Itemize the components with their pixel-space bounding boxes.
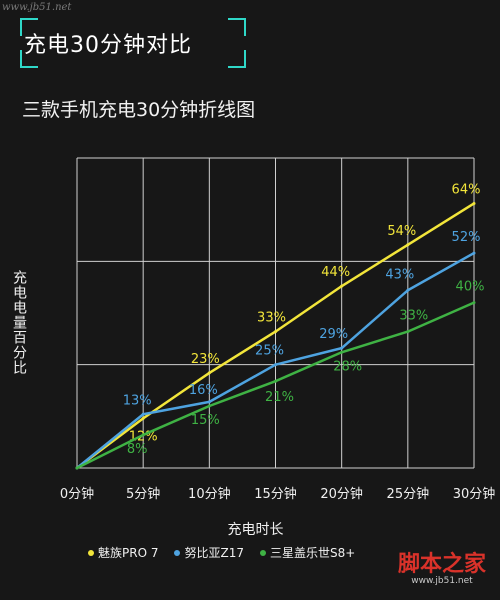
- x-tick-label: 25分钟: [387, 486, 430, 502]
- data-label: 33%: [399, 309, 428, 324]
- data-label: 33%: [257, 311, 286, 326]
- data-label: 43%: [385, 267, 414, 282]
- legend-label-samsung: 三星盖乐世S8+: [269, 546, 356, 560]
- y-axis-label: 充电电量百分比: [11, 270, 27, 375]
- x-tick-label: 0分钟: [60, 486, 94, 502]
- data-point: [406, 243, 410, 247]
- data-label: 15%: [191, 413, 220, 428]
- data-point: [340, 284, 344, 288]
- legend-marker-meizu: [88, 549, 94, 556]
- watermark-logo: 脚本之家 www.jb51.net: [398, 553, 486, 586]
- data-label: 16%: [189, 383, 218, 398]
- header-frame: [20, 18, 246, 68]
- chart-legend: 魅族PRO 7 努比亚Z17 三星盖乐世S8+: [88, 544, 355, 561]
- data-label: 23%: [191, 352, 220, 367]
- data-point: [274, 363, 277, 367]
- data-label: 40%: [456, 280, 485, 295]
- legend-marker-samsung: [259, 549, 266, 556]
- data-point: [207, 404, 211, 408]
- x-tick-label: 5分钟: [126, 486, 160, 502]
- data-point: [340, 350, 344, 354]
- data-point: [472, 251, 476, 255]
- chart-title: 三款手机充电30分钟折线图: [22, 99, 256, 121]
- data-label: 12%: [129, 429, 158, 444]
- data-label: 54%: [387, 224, 416, 239]
- watermark-logo-text: 脚本之家: [397, 551, 486, 577]
- data-label: 21%: [265, 390, 294, 405]
- frame-corner: [20, 50, 38, 68]
- legend-item-samsung: 三星盖乐世S8+: [259, 544, 356, 561]
- frame-corner: [228, 50, 246, 68]
- x-tick-label: 15分钟: [254, 486, 297, 502]
- x-tick-label: 10分钟: [188, 486, 231, 502]
- data-point: [141, 433, 145, 437]
- data-point: [75, 466, 79, 470]
- data-label: 13%: [123, 393, 152, 408]
- data-label: 25%: [255, 344, 284, 359]
- data-point: [472, 201, 476, 205]
- data-point: [406, 330, 410, 334]
- legend-item-nubia: 努比亚Z17: [174, 544, 244, 561]
- data-label: 44%: [321, 265, 350, 280]
- legend-label-nubia: 努比亚Z17: [184, 546, 244, 560]
- legend-marker-nubia: [174, 549, 181, 556]
- data-point: [340, 346, 344, 350]
- legend-item-meizu: 魅族PRO 7: [88, 544, 158, 561]
- data-point: [207, 371, 211, 375]
- watermark-site-text: www.jb51.net: [2, 2, 72, 13]
- frame-corner: [20, 18, 38, 36]
- data-point: [141, 412, 145, 416]
- x-axis-label: 充电时长: [228, 522, 284, 538]
- x-tick-label: 20分钟: [320, 486, 363, 502]
- data-point: [274, 330, 277, 334]
- data-point: [274, 379, 277, 383]
- page-title: 充电30分钟对比: [24, 33, 192, 58]
- watermark-logo-url: www.jb51.net: [411, 576, 473, 586]
- frame-corner: [228, 18, 246, 36]
- data-point: [141, 416, 145, 420]
- data-label: 52%: [452, 230, 481, 245]
- data-point: [472, 301, 476, 305]
- x-tick-label: 30分钟: [453, 486, 496, 502]
- data-label: 29%: [319, 327, 348, 342]
- data-label: 8%: [127, 442, 148, 457]
- data-label: 28%: [333, 359, 362, 374]
- legend-label-meizu: 魅族PRO 7: [98, 546, 159, 560]
- data-point: [406, 288, 410, 292]
- data-point: [207, 400, 211, 404]
- data-label: 64%: [452, 182, 481, 197]
